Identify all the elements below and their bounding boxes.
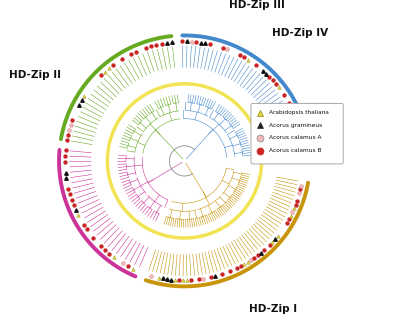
- Text: HD-Zip II: HD-Zip II: [9, 70, 61, 80]
- Text: Acorus calamus A: Acorus calamus A: [268, 135, 321, 140]
- Text: HD-Zip IV: HD-Zip IV: [272, 28, 328, 38]
- Text: HD-Zip III: HD-Zip III: [229, 0, 285, 10]
- Text: Acorus calamus B: Acorus calamus B: [268, 148, 321, 153]
- Text: Arabidopsis thaliana: Arabidopsis thaliana: [268, 110, 328, 115]
- Text: HD-Zip I: HD-Zip I: [249, 304, 297, 314]
- Text: Acorus gramineus: Acorus gramineus: [268, 123, 322, 128]
- FancyBboxPatch shape: [251, 103, 343, 164]
